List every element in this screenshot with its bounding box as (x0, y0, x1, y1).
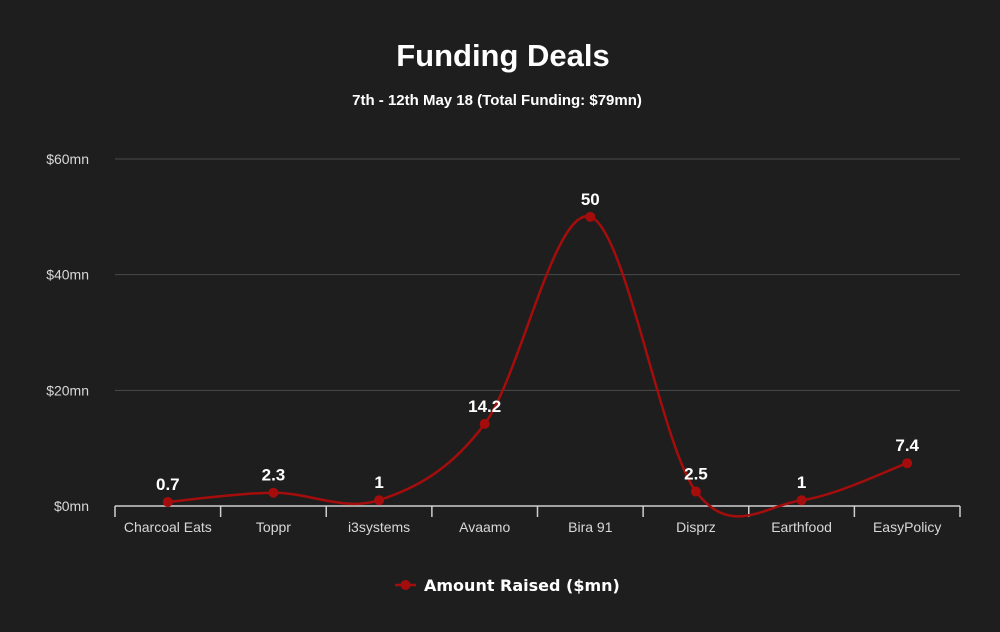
data-label: 2.3 (262, 466, 286, 485)
data-label: 0.7 (156, 475, 180, 494)
y-tick-label: $40mn (46, 267, 89, 283)
x-tick-label: i3systems (348, 519, 410, 535)
series-amount-raised (162, 211, 913, 518)
y-tick-label: $60mn (46, 151, 89, 167)
y-tick-label: $0mn (54, 498, 89, 514)
x-tick-label: Bira 91 (568, 519, 613, 535)
chart-subtitle: 7th - 12th May 18 (Total Funding: $79mn) (352, 92, 642, 109)
data-point[interactable] (585, 211, 596, 222)
data-point[interactable] (479, 418, 490, 429)
data-label: 1 (374, 473, 383, 492)
data-label: 1 (797, 473, 806, 492)
legend-label[interactable]: Amount Raised ($mn) (424, 576, 620, 595)
data-label: 14.2 (468, 397, 501, 416)
data-label: 2.5 (684, 465, 708, 484)
data-point[interactable] (796, 495, 807, 506)
x-axis-ticks: Charcoal Eats Toppr i3systems Avaamo Bira 91… (124, 519, 942, 535)
data-point[interactable] (162, 496, 173, 507)
data-label: 7.4 (895, 436, 919, 455)
y-axis-ticks: $0mn $20mn $40mn $60mn (46, 151, 89, 514)
data-point[interactable] (690, 486, 701, 497)
y-tick-label: $20mn (46, 382, 89, 398)
series-line (167, 215, 908, 518)
data-labels: 0.7 2.3 1 14.2 50 2.5 1 7.4 (156, 190, 920, 494)
x-tick-label: Toppr (256, 519, 291, 535)
data-point[interactable] (268, 487, 279, 498)
gridlines (115, 158, 960, 391)
chart-title: Funding Deals (396, 38, 610, 73)
legend[interactable]: Amount Raised ($mn) (395, 576, 620, 595)
x-tick-label: Disprz (676, 519, 716, 535)
data-point[interactable] (374, 495, 385, 506)
x-tick-label: Avaamo (459, 519, 510, 535)
x-axis (114, 505, 961, 517)
data-point[interactable] (902, 458, 913, 469)
data-label: 50 (581, 190, 600, 209)
x-tick-label: Charcoal Eats (124, 519, 212, 535)
x-tick-label: EasyPolicy (873, 519, 941, 535)
x-tick-label: Earthfood (771, 519, 832, 535)
legend-point-marker (400, 580, 411, 590)
